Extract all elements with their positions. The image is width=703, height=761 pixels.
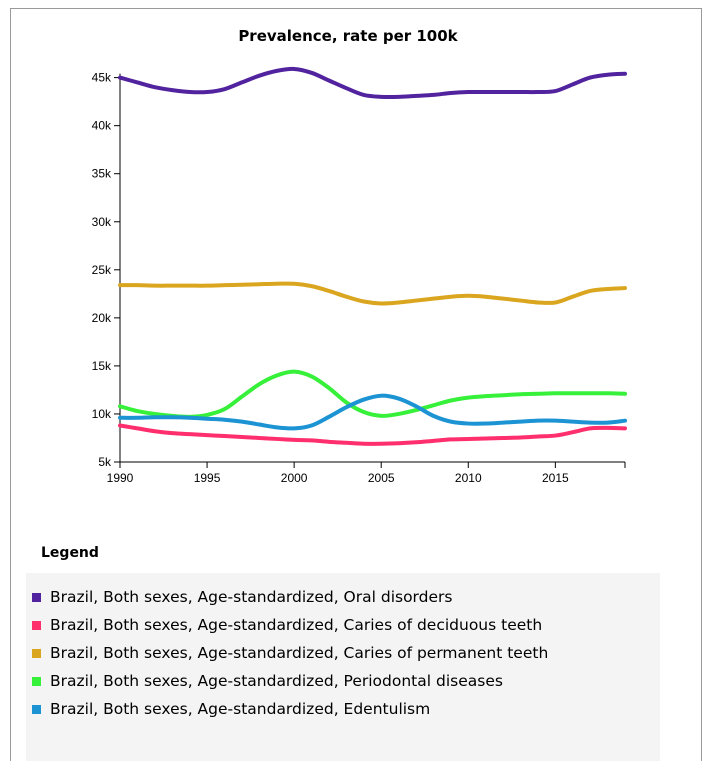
legend-swatch (32, 676, 41, 686)
legend: Brazil, Both sexes, Age-standardized, Or… (26, 573, 660, 761)
legend-swatch (32, 620, 41, 630)
y-tick-label: 35k (92, 167, 112, 181)
y-tick-label: 40k (92, 119, 112, 133)
x-tick-label: 1995 (194, 471, 221, 485)
y-tick-label: 15k (92, 359, 112, 373)
x-tick-label: 2000 (281, 471, 308, 485)
legend-label: Brazil, Both sexes, Age-standardized, Pe… (50, 672, 503, 690)
series-line[interactable] (118, 423, 627, 446)
y-tick-label: 30k (92, 215, 112, 229)
x-tick-label: 2005 (368, 471, 395, 485)
series-lines (118, 66, 627, 446)
legend-item[interactable]: Brazil, Both sexes, Age-standardized, Pe… (32, 669, 503, 693)
y-tick-label: 5k (98, 455, 112, 469)
legend-label: Brazil, Both sexes, Age-standardized, Or… (50, 588, 453, 606)
series-line[interactable] (118, 66, 627, 100)
series-line[interactable] (118, 393, 627, 431)
axes: 5k 10k 15k 20k 25k 30k 35k 40k 45k 1990 1995 2000 20… (92, 71, 626, 485)
legend-label: Brazil, Both sexes, Age-standardized, Ca… (50, 616, 543, 634)
line-chart: Prevalence, rate per 100k 5k 10k 15k 20k 25k… (92, 27, 627, 485)
legend-label: Brazil, Both sexes, Age-standardized, Ed… (50, 700, 431, 718)
legend-item[interactable]: Brazil, Both sexes, Age-standardized, Ca… (32, 641, 548, 665)
legend-swatch (32, 648, 41, 658)
legend-swatch (32, 592, 41, 602)
legend-heading: Legend (41, 545, 99, 561)
legend-label: Brazil, Both sexes, Age-standardized, Ca… (50, 644, 549, 662)
y-tick-label: 25k (92, 263, 112, 277)
legend-item[interactable]: Brazil, Both sexes, Age-standardized, Or… (32, 585, 452, 609)
legend-swatch (32, 704, 41, 714)
y-tick-label: 10k (92, 407, 112, 421)
legend-item[interactable]: Brazil, Both sexes, Age-standardized, Ca… (32, 613, 542, 637)
chart-frame (10, 8, 702, 761)
x-tick-label: 1990 (107, 471, 134, 485)
series-line[interactable] (118, 369, 627, 419)
series-line[interactable] (118, 281, 627, 306)
x-tick-label: 2015 (542, 471, 569, 485)
legend-item[interactable]: Brazil, Both sexes, Age-standardized, Ed… (32, 697, 430, 721)
chart-title: Prevalence, rate per 100k (238, 27, 458, 45)
y-tick-label: 45k (92, 71, 112, 85)
y-tick-label: 20k (92, 311, 112, 325)
x-tick-label: 2010 (455, 471, 482, 485)
